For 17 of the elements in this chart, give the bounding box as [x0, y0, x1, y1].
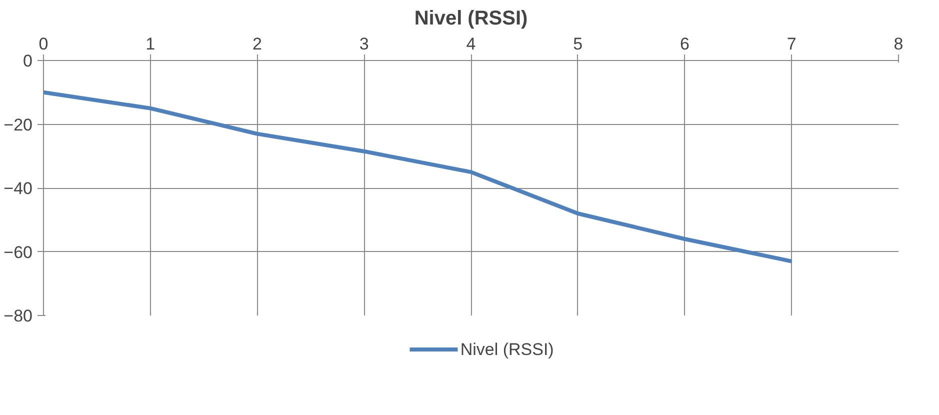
x-tick-label: 7: [786, 34, 796, 54]
x-tick-label: 2: [252, 34, 262, 54]
x-tick-label: 0: [38, 34, 48, 54]
legend-label: Nivel (RSSI): [460, 340, 554, 359]
x-tick-label: 4: [466, 34, 476, 54]
y-tick-label: −80: [4, 306, 33, 326]
x-tick-label: 8: [894, 34, 904, 54]
x-tick-label: 6: [680, 34, 690, 54]
y-tick-label: −60: [4, 242, 33, 262]
chart-title: Nivel (RSSI): [414, 8, 528, 30]
y-tick-label: −20: [4, 115, 33, 134]
line-series: [44, 90, 794, 264]
x-tick-label: 1: [146, 34, 156, 54]
y-tick-label: −40: [4, 179, 33, 198]
x-tick-label: 5: [573, 34, 583, 54]
y-tick-label: 0: [23, 52, 33, 70]
x-tick-label: 3: [359, 34, 369, 54]
